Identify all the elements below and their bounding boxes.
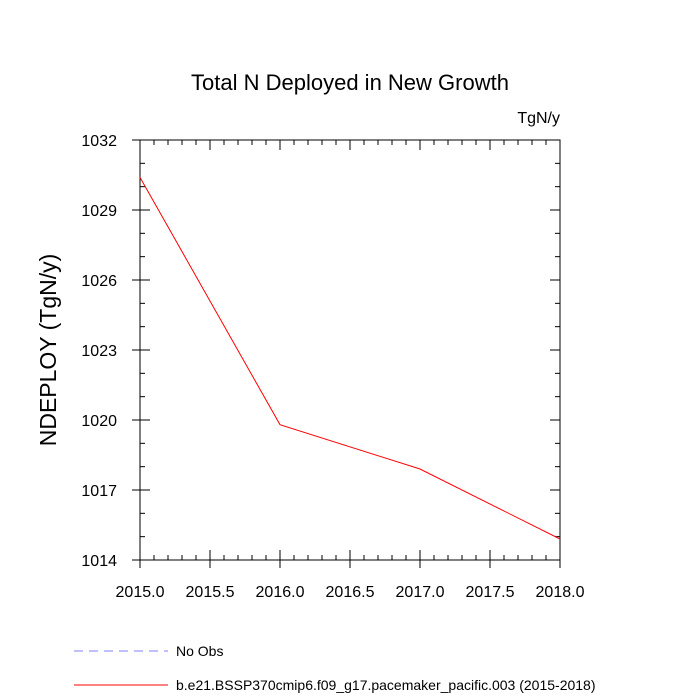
x-tick-label: 2017.5 — [466, 584, 515, 601]
chart-title: Total N Deployed in New Growth — [191, 70, 509, 95]
y-tick-label: 1032 — [81, 133, 117, 150]
x-tick-label: 2015.5 — [186, 584, 235, 601]
x-tick-label: 2016.0 — [256, 584, 305, 601]
legend-label-0: No Obs — [176, 643, 223, 659]
y-tick-label: 1014 — [81, 553, 117, 570]
axis-ticks: 2015.0 2015.5 2016.0 2016.5 2017.0 2017.5 2018… — [81, 133, 584, 601]
y-tick-label: 1029 — [81, 203, 117, 220]
x-tick-label: 2017.0 — [396, 584, 445, 601]
legend-label-1: b.e21.BSSP370cmip6.f09_g17.pacemaker_pac… — [176, 677, 596, 693]
legend: No Obs b.e21.BSSP370cmip6.f09_g17.pacemak… — [74, 643, 596, 693]
y-tick-label: 1023 — [81, 343, 117, 360]
y-tick-label: 1026 — [81, 273, 117, 290]
y-axis-label: NDEPLOY (TgN/y) — [35, 254, 61, 447]
plot-frame — [139, 139, 561, 561]
x-tick-label: 2018.0 — [536, 584, 585, 601]
y-tick-label: 1020 — [81, 413, 117, 430]
x-tick-label: 2015.0 — [116, 584, 165, 601]
series-layer — [139, 177, 561, 540]
y-tick-label: 1017 — [81, 483, 117, 500]
series-line-1 — [139, 177, 561, 540]
units-label: TgN/y — [517, 110, 560, 127]
x-tick-label: 2016.5 — [326, 584, 375, 601]
